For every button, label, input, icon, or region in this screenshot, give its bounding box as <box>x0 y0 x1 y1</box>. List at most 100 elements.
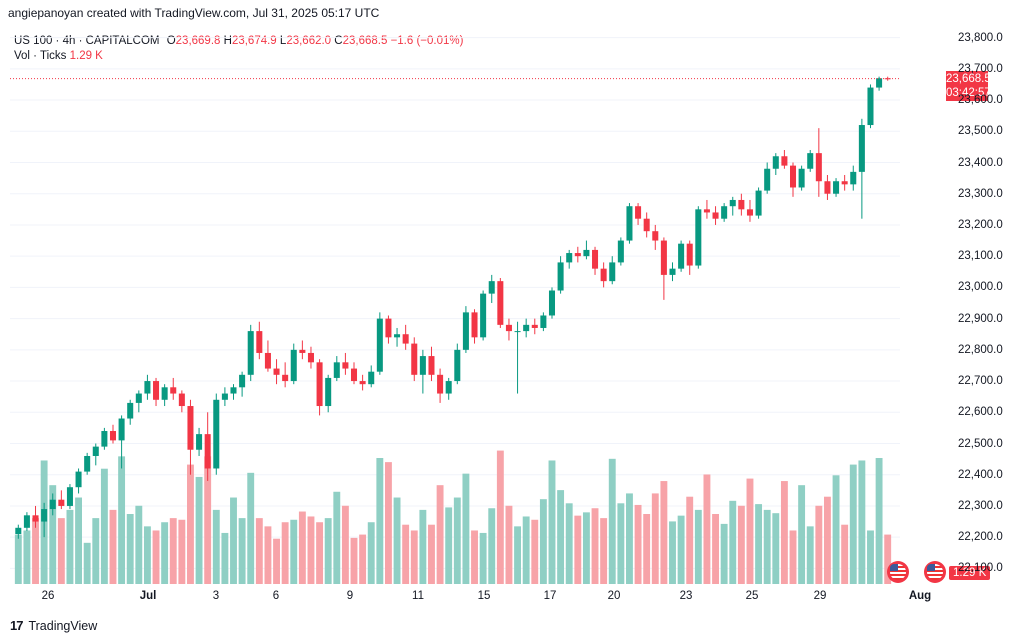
price-tick-label: 22,800.0 <box>958 343 1003 356</box>
time-tick-label: Jul <box>139 590 157 602</box>
volume-bar <box>14 534 22 584</box>
volume-bar <box>32 518 39 584</box>
volume-bar <box>643 514 651 584</box>
time-tick-label: 26 <box>41 590 55 602</box>
candle-body <box>264 352 271 369</box>
chart-credit: angiepanoyan created with TradingView.co… <box>8 6 380 20</box>
volume-bar <box>436 485 444 584</box>
volume-bar <box>376 458 384 584</box>
candle-body <box>307 352 314 363</box>
candle-body <box>454 349 461 382</box>
volume-bar <box>496 450 504 584</box>
candle-body <box>738 199 745 210</box>
volume-bar <box>832 475 840 584</box>
candle-body <box>703 209 710 213</box>
price-tick-label: 22,500.0 <box>958 437 1003 450</box>
volume-bar <box>410 530 418 584</box>
volume-bar <box>109 509 117 584</box>
low-label: L <box>279 35 287 47</box>
candle-body <box>221 393 228 400</box>
volume-bar <box>746 478 754 584</box>
candle-body <box>514 331 521 333</box>
price-tick-label: 22,200.0 <box>958 531 1003 544</box>
price-tick-label: 22,400.0 <box>958 468 1003 481</box>
candle-body <box>428 356 435 375</box>
candle-body <box>84 455 91 472</box>
candle-body <box>643 218 650 232</box>
candle-body <box>652 231 659 241</box>
candle-body <box>299 349 306 353</box>
time-axis[interactable]: 26 Jul 3 6 9 11 15 17 20 23 25 29 Aug <box>10 586 946 608</box>
candle-body <box>807 153 814 169</box>
candle-body <box>609 262 616 282</box>
footer: 17 TradingView <box>10 618 97 633</box>
price-axis[interactable]: 23,668.5 03:42:57 1.29 K 23,800.0 23,700.… <box>946 22 1024 584</box>
candlestick-chart[interactable] <box>10 22 900 584</box>
price-tick-label: 23,200.0 <box>958 218 1003 231</box>
candle-body <box>471 312 478 338</box>
candle-body <box>669 268 676 275</box>
volume-bar <box>712 514 719 584</box>
candle-body <box>789 165 797 188</box>
volume-bar <box>677 515 685 584</box>
volume-bar <box>600 518 608 584</box>
candle-body <box>66 487 73 506</box>
volume-bar <box>634 504 642 584</box>
volume-bar <box>221 532 229 584</box>
volume-bar <box>815 505 823 584</box>
close-label: C <box>334 35 343 47</box>
open-label: O <box>166 35 176 47</box>
volume-bar <box>307 516 315 584</box>
candle-body <box>247 331 254 375</box>
volume-label[interactable]: Vol · Ticks <box>14 50 67 62</box>
volume-bar <box>83 542 91 584</box>
candle-body <box>282 374 289 382</box>
candle-body <box>109 431 117 441</box>
candle-body <box>402 334 409 344</box>
candle-body <box>480 293 487 338</box>
price-tick-label: 23,500.0 <box>958 125 1003 138</box>
candle-body <box>32 515 39 522</box>
candle-body <box>850 171 857 185</box>
candle-body <box>884 78 891 80</box>
candle-body <box>557 262 564 291</box>
price-tick-label: 23,600.0 <box>958 94 1003 107</box>
candle-body <box>488 281 495 294</box>
volume-bar <box>187 464 194 584</box>
volume-bar <box>729 500 737 584</box>
volume-bar <box>694 509 702 584</box>
volume-bar <box>651 493 659 584</box>
candle-body <box>144 381 151 394</box>
volume-bar <box>402 524 410 584</box>
volume-bar <box>445 507 453 584</box>
volume-bar <box>75 497 83 584</box>
candle-body <box>497 281 504 325</box>
us-flag-icon[interactable] <box>924 561 946 583</box>
candle-body <box>23 515 30 528</box>
volume-bar <box>118 456 126 584</box>
candle-body <box>635 206 642 219</box>
candle-body <box>127 402 134 419</box>
volume-bar <box>789 530 797 584</box>
volume-bar <box>875 458 883 584</box>
candle-body <box>350 368 358 382</box>
time-tick-label: Aug <box>908 590 932 602</box>
volume-bar <box>608 458 616 584</box>
volume-bar <box>126 514 134 584</box>
candle-body <box>75 471 82 488</box>
volume-bar <box>264 526 272 584</box>
volume-bar <box>66 509 74 584</box>
candle-body <box>411 343 418 375</box>
last-volume-tag: 1.29 K <box>949 566 991 580</box>
candle-body <box>729 199 736 207</box>
candle-body <box>394 334 401 338</box>
volume-bar <box>298 511 306 584</box>
candle-body <box>419 356 426 375</box>
candle-body <box>273 368 280 375</box>
us-flag-icon[interactable] <box>887 561 909 583</box>
candle-body <box>49 499 56 510</box>
volume-bar <box>359 534 367 584</box>
candle-body <box>153 381 160 400</box>
volume-bar <box>488 508 496 584</box>
volume-bar <box>755 504 763 584</box>
